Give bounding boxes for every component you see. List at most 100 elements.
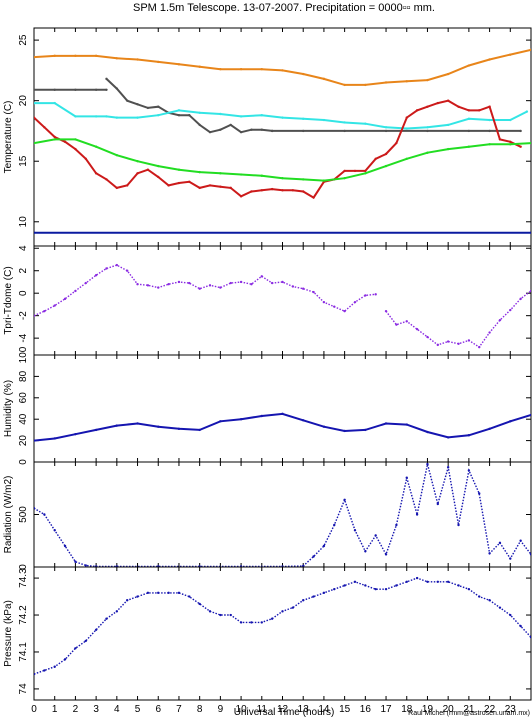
data-point — [343, 429, 346, 433]
y-axis-label: Radiation (W/m2) — [3, 476, 14, 554]
x-tick-label: 4 — [114, 704, 120, 715]
panel-2: 0 20 40 60 80 100 Humidity (%) — [3, 346, 532, 465]
data-point — [270, 129, 274, 133]
data-point — [43, 513, 46, 516]
data-point — [146, 168, 150, 171]
data-point — [364, 172, 367, 175]
data-point — [74, 289, 77, 293]
data-point — [302, 190, 305, 193]
data-point — [239, 67, 243, 71]
data-point — [115, 186, 119, 190]
data-point — [105, 88, 108, 91]
data-point — [167, 591, 170, 595]
data-point — [343, 129, 346, 133]
data-point — [302, 419, 305, 422]
data-point — [74, 432, 77, 436]
data-point — [177, 114, 181, 117]
data-point — [53, 138, 56, 141]
data-point — [239, 418, 243, 421]
data-point — [34, 141, 36, 145]
data-point — [488, 331, 491, 334]
data-point — [115, 57, 119, 60]
data-point — [198, 602, 201, 606]
data-point — [498, 606, 502, 609]
plot-area — [34, 48, 531, 234]
data-point — [353, 300, 357, 304]
data-point — [478, 109, 481, 112]
data-point — [405, 80, 408, 83]
x-tick-label: 2 — [73, 704, 79, 715]
y-tick-label: 4 — [18, 245, 29, 251]
data-point — [105, 267, 108, 270]
x-axis-label: Universal Time (hours) — [234, 707, 335, 718]
data-point — [281, 280, 284, 284]
data-point — [312, 196, 315, 199]
data-point — [219, 128, 222, 131]
data-point — [343, 176, 346, 180]
data-point — [53, 437, 56, 440]
y-tick-label: 25 — [18, 34, 29, 46]
data-point — [395, 141, 398, 145]
data-point — [436, 580, 440, 583]
data-point — [250, 128, 253, 131]
data-point — [446, 123, 450, 127]
data-point — [395, 323, 398, 326]
x-tick-label: 10 — [236, 704, 248, 715]
data-point — [34, 439, 36, 442]
data-point — [260, 128, 263, 131]
data-point — [467, 587, 471, 591]
data-point — [353, 580, 357, 583]
data-point — [136, 172, 139, 175]
data-point — [322, 425, 326, 428]
data-point — [219, 67, 222, 71]
data-point — [260, 621, 263, 624]
data-point — [364, 294, 367, 297]
data-point — [219, 613, 222, 617]
data-point — [395, 523, 398, 527]
series-line — [34, 264, 376, 317]
data-point — [74, 560, 77, 563]
data-point — [198, 287, 201, 290]
data-point — [239, 280, 243, 284]
data-point — [281, 116, 284, 119]
series-line — [34, 138, 531, 182]
data-point — [146, 284, 150, 287]
data-point — [219, 172, 222, 175]
data-point — [94, 145, 98, 148]
y-tick-label: -4 — [18, 333, 29, 342]
data-point — [302, 178, 305, 181]
y-tick-label: 74.1 — [18, 642, 29, 662]
data-point — [467, 434, 471, 437]
data-point — [188, 595, 191, 598]
data-point — [333, 523, 336, 527]
panel-frame — [33, 566, 532, 701]
data-point — [219, 185, 222, 188]
data-point — [509, 118, 512, 122]
x-tick-label: 14 — [318, 704, 330, 715]
x-tick-label: 12 — [277, 704, 289, 715]
data-point — [115, 87, 119, 90]
data-point — [529, 413, 531, 417]
data-point — [302, 287, 305, 290]
data-point — [488, 129, 491, 133]
data-point — [364, 428, 367, 432]
data-point — [374, 157, 377, 160]
data-point — [136, 103, 139, 106]
data-point — [426, 580, 429, 583]
data-point — [488, 58, 491, 61]
data-point — [343, 169, 346, 173]
data-point — [509, 53, 512, 56]
panel-frame — [33, 354, 532, 463]
data-point — [384, 309, 388, 313]
data-point — [53, 101, 56, 105]
data-point — [343, 121, 346, 124]
data-point — [426, 78, 429, 82]
data-point — [53, 54, 56, 58]
y-tick-label: 0 — [18, 459, 29, 465]
data-point — [53, 529, 56, 532]
data-point — [157, 425, 160, 428]
data-point — [167, 283, 170, 286]
data-point — [157, 114, 160, 117]
data-point — [157, 60, 160, 64]
